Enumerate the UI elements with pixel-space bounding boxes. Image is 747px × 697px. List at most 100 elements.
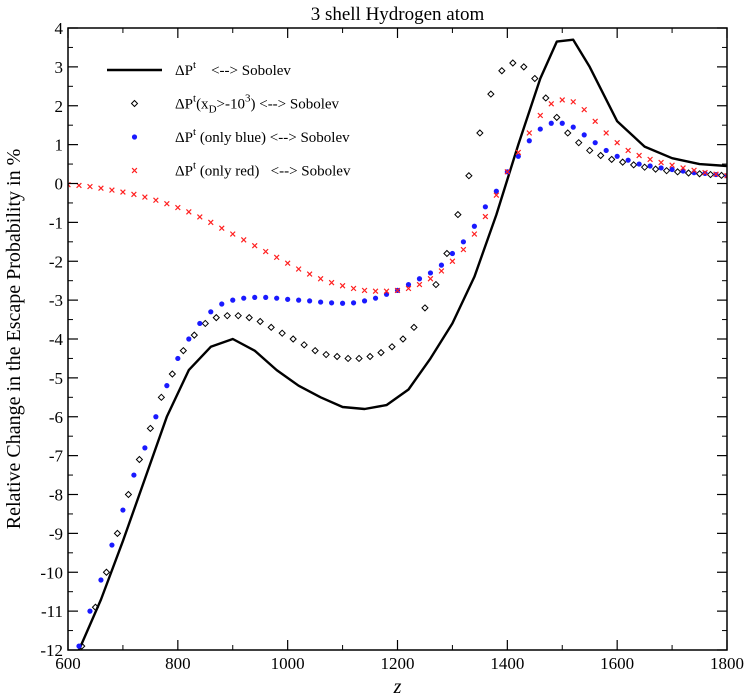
legend-item: ΔPt (only blue) <--> Sobolev — [131, 126, 350, 146]
data-point — [175, 204, 181, 211]
legend-label-part: ) <--> Sobolev — [250, 97, 339, 113]
legend-label-part: t — [193, 126, 196, 138]
data-layer — [68, 38, 727, 650]
data-point — [614, 139, 620, 146]
y-tick-label: -6 — [49, 408, 63, 427]
data-point — [526, 138, 532, 144]
data-point — [658, 165, 664, 171]
legend-label-part: t — [193, 59, 196, 71]
data-point — [405, 281, 412, 288]
data-point — [548, 120, 554, 126]
data-point — [575, 138, 583, 147]
series-line — [77, 38, 727, 650]
data-point — [531, 74, 539, 83]
data-point — [526, 130, 533, 136]
y-tick-label: -2 — [49, 252, 63, 271]
data-point — [537, 126, 543, 132]
data-point — [207, 219, 214, 226]
data-point — [427, 270, 434, 276]
legend-marker-swatch — [130, 99, 139, 108]
data-point — [318, 299, 324, 305]
data-point — [98, 577, 104, 583]
data-point — [350, 285, 357, 292]
data-point — [311, 346, 319, 355]
data-point — [361, 287, 368, 294]
y-tick-label: -3 — [49, 291, 63, 310]
legend-label: ΔPt <--> Sobolev — [175, 59, 291, 79]
data-point — [196, 214, 203, 220]
data-point — [87, 608, 93, 614]
data-point — [262, 248, 269, 255]
x-tick-label: 1200 — [381, 654, 415, 673]
x-tick-label: 1800 — [710, 654, 744, 673]
data-point — [438, 268, 445, 274]
data-point — [570, 124, 576, 130]
legend-label-part: (x — [196, 97, 209, 113]
data-point — [465, 172, 473, 180]
data-point — [284, 260, 291, 267]
data-point — [131, 472, 137, 478]
legend-label-part: ΔP — [175, 97, 193, 113]
data-point — [640, 163, 649, 171]
data-point — [607, 155, 616, 164]
data-point — [329, 300, 335, 306]
data-point — [120, 507, 126, 513]
data-point — [399, 335, 407, 343]
data-point — [361, 298, 368, 304]
data-point — [372, 295, 379, 301]
data-point — [113, 529, 122, 538]
data-point — [684, 169, 693, 177]
data-point — [427, 275, 434, 282]
data-point — [98, 185, 104, 191]
data-point — [460, 246, 467, 253]
y-tick-label: 3 — [55, 58, 64, 77]
data-point — [625, 157, 631, 163]
data-point — [223, 311, 231, 320]
data-point — [636, 152, 642, 159]
data-point — [328, 279, 335, 286]
data-point — [493, 192, 500, 198]
data-point — [438, 262, 445, 268]
data-point — [647, 156, 653, 163]
data-point — [190, 331, 199, 339]
y-tick-label: -4 — [49, 330, 64, 349]
data-point — [724, 172, 727, 179]
data-point — [241, 295, 247, 301]
y-tick-label: -5 — [49, 369, 63, 388]
legend-label-part: (only blue) <--> Sobolev — [196, 130, 350, 146]
data-point — [339, 300, 346, 306]
data-point — [251, 242, 258, 249]
data-point — [185, 209, 192, 215]
data-point — [493, 188, 499, 194]
data-point — [109, 187, 115, 193]
data-point — [509, 59, 517, 67]
data-point — [263, 294, 269, 301]
y-tick-label: -12 — [40, 641, 63, 660]
data-point — [592, 118, 599, 125]
data-point — [355, 354, 363, 363]
data-point — [559, 120, 565, 126]
data-point — [669, 162, 675, 169]
data-point — [306, 271, 313, 277]
data-point — [142, 194, 148, 200]
y-tick-label: 1 — [55, 136, 64, 155]
data-point — [673, 168, 682, 176]
y-tick-label: -8 — [49, 486, 63, 505]
series-only-blue — [76, 120, 727, 649]
data-point — [377, 348, 385, 357]
data-point — [87, 183, 93, 190]
data-point — [454, 210, 462, 219]
legend-label-part: 3 — [245, 93, 251, 105]
data-point — [256, 317, 264, 326]
data-point — [383, 288, 390, 295]
legend-marker-swatch — [131, 167, 138, 174]
data-point — [197, 320, 203, 327]
data-point — [520, 63, 528, 71]
data-point — [289, 335, 297, 343]
data-point — [234, 311, 242, 320]
data-point — [421, 304, 429, 312]
x-axis-label: z — [393, 676, 402, 697]
data-point — [274, 295, 280, 301]
data-point — [658, 159, 664, 166]
data-point — [636, 161, 642, 167]
